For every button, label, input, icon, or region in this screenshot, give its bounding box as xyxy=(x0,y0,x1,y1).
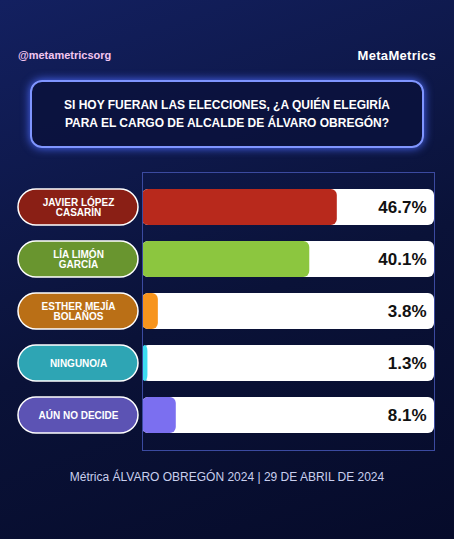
svg-text:40.1%: 40.1% xyxy=(378,250,426,269)
html-text:SI HOY FUERAN LAS ELECCIONES,: SI HOY FUERAN LAS ELECCIONES, ¿A QUIÉN E… xyxy=(64,98,390,130)
svg-text:46.7%: 46.7% xyxy=(378,198,426,217)
svg-text:ESTHER MEJÍABOLAÑOS: ESTHER MEJÍABOLAÑOS xyxy=(42,300,116,323)
svg-text:NINGUNO/A: NINGUNO/A xyxy=(50,358,107,369)
svg-text:8.1%: 8.1% xyxy=(388,406,427,425)
svg-text:LÍA LIMÓNGARCÍA: LÍA LIMÓNGARCÍA xyxy=(53,248,104,270)
html-text:Métrica ÁLVARO OBREGÓN 2024 |: Métrica ÁLVARO OBREGÓN 2024 | 29 DE ABRI… xyxy=(69,470,385,484)
svg-text:AÚN NO DECIDE: AÚN NO DECIDE xyxy=(38,409,118,421)
html-text:@metametricsorg: @metametricsorg xyxy=(18,49,112,61)
html-text:MetaMetrics: MetaMetrics xyxy=(357,47,436,63)
svg-text:JAVIER LÓPEZCASARÍN: JAVIER LÓPEZCASARÍN xyxy=(43,196,115,219)
svg-text:3.8%: 3.8% xyxy=(388,302,427,321)
svg-text:1.3%: 1.3% xyxy=(388,354,427,373)
